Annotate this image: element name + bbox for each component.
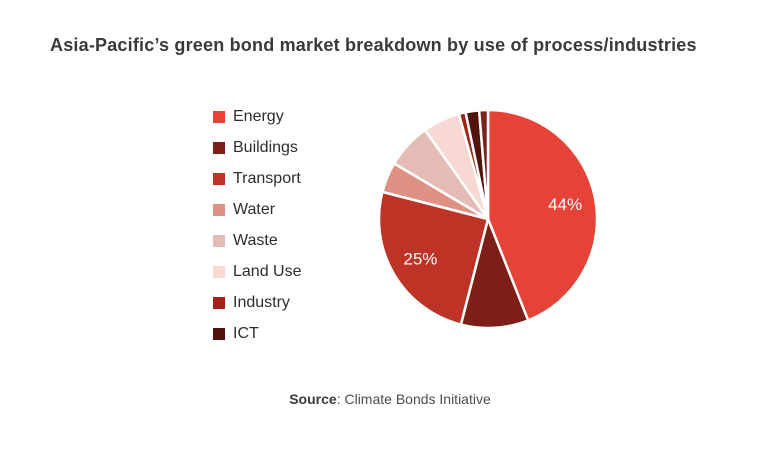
legend-swatch-energy	[213, 110, 225, 123]
legend-item-waste: Waste	[213, 225, 302, 256]
page-title: Asia-Pacific’s green bond market breakdo…	[50, 35, 697, 55]
legend-swatch-ict	[213, 327, 225, 340]
source-prefix: Source	[289, 391, 337, 407]
legend-item-buildings: Buildings	[213, 132, 302, 163]
legend-item-transport: Transport	[213, 163, 302, 194]
legend-item-water: Water	[213, 194, 302, 225]
pie-slice-transport	[377, 190, 490, 326]
pie-svg: 44% 25%	[377, 108, 599, 330]
source-text: Climate Bonds Initiative	[344, 391, 491, 407]
legend: Energy Buildings Transport Water Waste Land U…	[213, 101, 302, 349]
legend-swatch-industry	[213, 296, 225, 309]
pie-slice-energy	[486, 108, 599, 322]
pie-slice-unlabeled	[477, 108, 490, 221]
source-line: Source: Climate Bonds Initiative	[0, 391, 780, 407]
legend-item-energy: Energy	[213, 101, 302, 132]
legend-item-industry: Industry	[213, 287, 302, 318]
legend-label-energy: Energy	[233, 107, 284, 125]
legend-swatch-transport	[213, 172, 225, 185]
legend-label-ict: ICT	[233, 324, 259, 342]
legend-swatch-water	[213, 203, 225, 216]
legend-item-ict: ICT	[213, 318, 302, 349]
legend-item-land-use: Land Use	[213, 256, 302, 287]
pie-chart: 44% 25%	[358, 89, 618, 349]
legend-swatch-land-use	[213, 265, 225, 278]
legend-label-land-use: Land Use	[233, 262, 302, 280]
data-label-energy: 44%	[548, 195, 582, 214]
legend-label-buildings: Buildings	[233, 138, 298, 156]
legend-swatch-waste	[213, 234, 225, 247]
legend-swatch-buildings	[213, 141, 225, 154]
legend-label-water: Water	[233, 200, 276, 218]
legend-label-industry: Industry	[233, 293, 290, 311]
data-label-transport: 25%	[403, 249, 437, 268]
legend-label-waste: Waste	[233, 231, 278, 249]
legend-label-transport: Transport	[233, 169, 301, 187]
source-separator: :	[336, 391, 345, 407]
